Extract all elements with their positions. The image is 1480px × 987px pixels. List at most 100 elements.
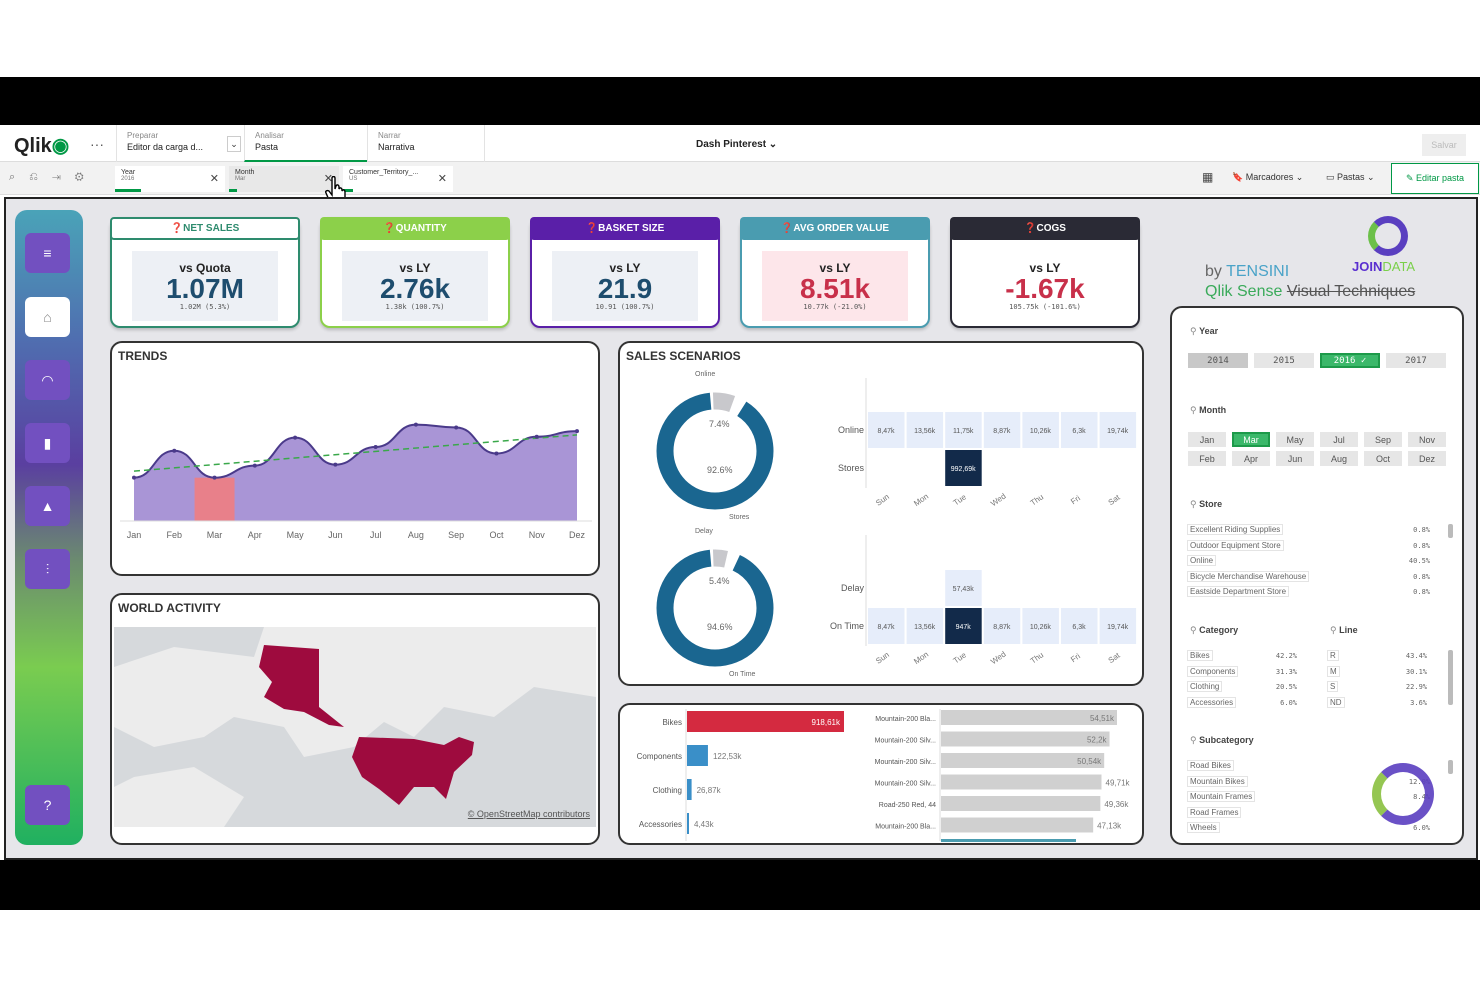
help-icon[interactable]: ❓ — [780, 223, 794, 234]
world-map[interactable] — [114, 627, 596, 827]
help-icon[interactable]: ❓ — [170, 223, 184, 234]
year-option[interactable]: 2016 ✓ — [1320, 353, 1380, 368]
selection-tools[interactable]: ⌕⎌⇥⚙ — [9, 171, 98, 183]
month-option[interactable]: Nov — [1408, 432, 1446, 447]
heatmap-cell[interactable] — [1061, 412, 1098, 448]
edit-sheet-button[interactable]: ✎ Editar pasta — [1391, 163, 1479, 194]
sheet-title-dropdown[interactable]: Dash Pinterest ⌄ — [696, 139, 778, 150]
store-list-item[interactable]: Bicycle Merchandise Warehouse 0.8% — [1187, 570, 1430, 584]
category-bar[interactable] — [687, 813, 689, 834]
sidebar-button-help[interactable]: ? — [25, 785, 70, 825]
help-icon[interactable]: ❓ — [383, 223, 396, 234]
heatmap-cell[interactable] — [868, 608, 905, 644]
sidebar-button-menu[interactable]: ≡ — [25, 233, 70, 273]
scrollbar[interactable] — [1448, 524, 1453, 538]
heatmap-cell[interactable] — [1022, 608, 1059, 644]
sidebar-button-bar-chart[interactable]: ▮ — [25, 423, 70, 463]
more-icon[interactable]: ··· — [90, 136, 104, 152]
product-bar[interactable] — [941, 817, 1094, 833]
kpi-card[interactable]: ❓ AVG ORDER VALUE vs LY 8.51k 10.77k (-21.0… — [740, 217, 930, 328]
selection-chip-territory[interactable]: Customer_Territory_... US ✕ — [343, 166, 453, 192]
kpi-card[interactable]: ❓ BASKET SIZE vs LY 21.9 10.91 (100.7%) — [530, 217, 720, 328]
line-list-item[interactable]: S 22.9% — [1327, 680, 1427, 694]
chevron-down-icon[interactable]: ⌄ — [227, 136, 241, 152]
store-list-item[interactable]: Online 40.5% — [1187, 554, 1430, 568]
close-icon[interactable]: ✕ — [323, 173, 333, 185]
category-list-item[interactable]: Bikes 42.2% — [1187, 649, 1297, 663]
tab-analyze[interactable]: Analisar Pasta — [244, 125, 367, 162]
grid-icon[interactable]: ▦ — [1202, 170, 1214, 184]
month-option[interactable]: Aug — [1320, 451, 1358, 466]
heatmap-cell[interactable] — [906, 608, 944, 644]
search-icon[interactable]: ⚲ — [1190, 625, 1200, 635]
year-option[interactable]: 2014 — [1188, 353, 1248, 368]
subcategory-list-item[interactable]: Road Frames — [1187, 806, 1430, 820]
category-list-item[interactable]: Components 31.3% — [1187, 665, 1297, 679]
month-option[interactable]: Apr — [1232, 451, 1270, 466]
selection-chip-month[interactable]: Month Mar ✕ — [229, 166, 339, 192]
sales-bar-charts[interactable]: Bikes 918,61k Components 122,53k Clothing 26,… — [620, 705, 1142, 843]
heatmap-cell[interactable] — [983, 412, 1021, 448]
month-option[interactable]: Sep — [1364, 432, 1402, 447]
category-filter-title[interactable]: ⚲ Category — [1190, 625, 1238, 636]
line-list-item[interactable]: ND 3.6% — [1327, 696, 1427, 710]
store-list-item[interactable]: Excellent Riding Supplies 0.8% — [1187, 523, 1430, 537]
search-icon[interactable]: ⚲ — [1190, 735, 1200, 745]
kpi-card[interactable]: ❓ NET SALES vs Quota 1.07M 1.02M (5.3%) — [110, 217, 300, 328]
month-option[interactable]: Jun — [1276, 451, 1314, 466]
help-icon[interactable]: ❓ — [1024, 223, 1037, 234]
heatmap-cell[interactable] — [945, 608, 982, 644]
scrollbar[interactable] — [1448, 650, 1453, 705]
sidebar-button-warning[interactable]: ▲ — [25, 486, 70, 526]
store-filter-title[interactable]: ⚲ Store — [1190, 499, 1222, 510]
product-bar[interactable] — [941, 774, 1102, 790]
heatmap-cell[interactable] — [1099, 608, 1137, 644]
month-option[interactable]: Jul — [1320, 432, 1358, 447]
selection-chip-year[interactable]: Year 2016 ✕ — [115, 166, 225, 192]
heatmap-cell[interactable] — [868, 412, 905, 448]
heatmap-cell[interactable] — [945, 570, 982, 606]
trends-chart[interactable]: Jan Feb Mar Apr May Jun Jul Aug Sep Oct Nov Dez — [112, 343, 598, 574]
month-option[interactable]: May — [1276, 432, 1314, 447]
month-option[interactable]: Jan — [1188, 432, 1226, 447]
bookmarks-button[interactable]: 🔖 Marcadores ⌄ — [1232, 172, 1304, 182]
search-icon[interactable]: ⚲ — [1190, 499, 1200, 509]
year-option[interactable]: 2017 — [1386, 353, 1446, 368]
qlik-logo[interactable]: Qlik◉ — [14, 135, 70, 157]
close-icon[interactable]: ✕ — [209, 173, 219, 185]
heatmap-cell[interactable] — [1061, 608, 1098, 644]
kpi-card[interactable]: ❓ COGS vs LY -1.67k 105.75k (-101.6%) — [950, 217, 1140, 328]
year-option[interactable]: 2015 — [1254, 353, 1314, 368]
year-filter-title[interactable]: ⚲ Year — [1190, 326, 1218, 337]
product-bar[interactable] — [941, 731, 1110, 747]
close-icon[interactable]: ✕ — [437, 173, 447, 185]
category-bar[interactable] — [687, 711, 844, 732]
heatmap-cell[interactable] — [1099, 412, 1137, 448]
help-icon[interactable]: ❓ — [585, 223, 599, 234]
sidebar-button-home[interactable]: ⌂ — [25, 297, 70, 337]
category-list-item[interactable]: Accessories 6.0% — [1187, 696, 1297, 710]
subcategory-list-item[interactable]: Road Bikes — [1187, 759, 1430, 773]
scrollbar[interactable] — [1448, 760, 1453, 774]
search-icon[interactable]: ⚲ — [1190, 326, 1200, 336]
tab-prepare[interactable]: Preparar Editor da carga d... ⌄ — [116, 125, 244, 162]
product-bar[interactable] — [941, 796, 1101, 811]
month-option[interactable]: Mar — [1232, 432, 1270, 447]
month-option[interactable]: Oct — [1364, 451, 1402, 466]
subcategory-list-item[interactable]: Wheels 6.0% — [1187, 821, 1430, 835]
heatmap-cell[interactable] — [906, 412, 944, 448]
search-icon[interactable]: ⚲ — [1190, 405, 1200, 415]
subcategory-filter-title[interactable]: ⚲ Subcategory — [1190, 735, 1254, 746]
category-bar[interactable] — [687, 745, 708, 766]
heatmap-cell[interactable] — [1022, 412, 1059, 448]
heatmap-cell[interactable] — [945, 450, 982, 486]
store-list-item[interactable]: Outdoor Equipment Store 0.8% — [1187, 539, 1430, 553]
store-list-item[interactable]: Eastside Department Store 0.8% — [1187, 585, 1430, 599]
product-bar[interactable] — [941, 753, 1105, 768]
kpi-card[interactable]: ❓ QUANTITY vs LY 2.76k 1.38k (100.7%) — [320, 217, 510, 328]
map-attribution[interactable]: © OpenStreetMap contributors — [467, 809, 590, 819]
alaska-region[interactable] — [259, 645, 344, 727]
sidebar-button-sliders[interactable]: ⫶ — [25, 549, 70, 589]
line-filter-title[interactable]: ⚲ Line — [1330, 625, 1358, 636]
usa-region[interactable] — [352, 737, 474, 805]
